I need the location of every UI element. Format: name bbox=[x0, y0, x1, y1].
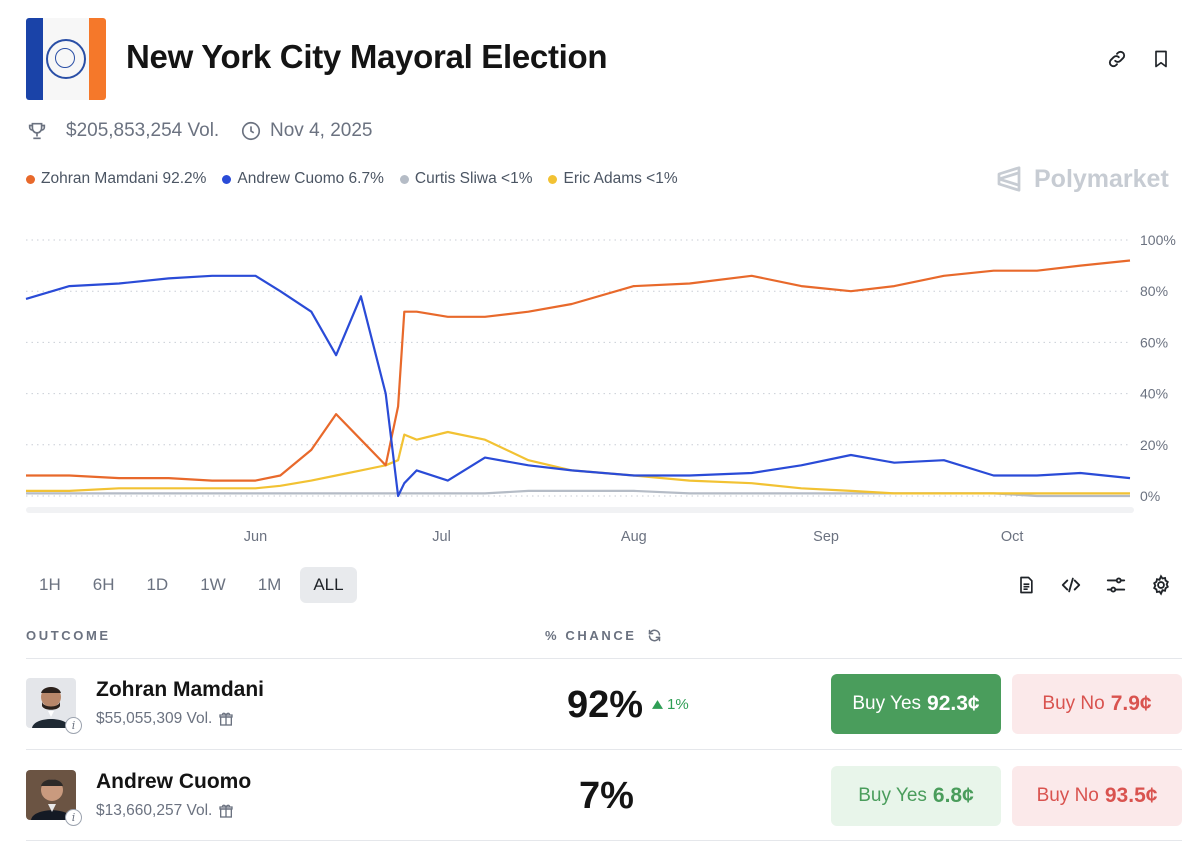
brand-name: Polymarket bbox=[1034, 164, 1169, 193]
legend-dot bbox=[26, 174, 35, 184]
candidate-volume-text: $55,055,309 Vol. bbox=[96, 710, 213, 727]
candidate-photo bbox=[26, 678, 76, 728]
candidate-name: Zohran Mamdani bbox=[96, 678, 265, 701]
table-divider bbox=[26, 840, 1182, 841]
legend-item: Zohran Mamdani 92.2% bbox=[26, 170, 206, 188]
y-tick-label: 0% bbox=[1140, 488, 1160, 504]
gift-icon[interactable] bbox=[218, 711, 234, 727]
triangle-up-icon bbox=[652, 700, 663, 709]
total-volume: $205,853,254 Vol. bbox=[66, 120, 220, 141]
info-icon[interactable]: i bbox=[65, 809, 82, 826]
code-icon bbox=[1061, 577, 1081, 593]
buy-no-label: Buy No bbox=[1042, 693, 1105, 714]
chance-column-header: % CHANCE bbox=[545, 628, 662, 643]
document-icon bbox=[1020, 576, 1033, 594]
x-tick-label: Oct bbox=[1001, 529, 1024, 545]
trophy-icon bbox=[28, 122, 46, 140]
table-divider bbox=[26, 749, 1182, 750]
embed-button[interactable] bbox=[1059, 573, 1083, 597]
legend-dot bbox=[399, 174, 409, 184]
price-history-chart: 100% 80% 60% 40% 20% 0% Jun Jul Aug Sep Oct bbox=[25, 232, 1176, 545]
chart-filter-button[interactable] bbox=[1104, 573, 1128, 597]
refresh-icon[interactable] bbox=[647, 628, 662, 643]
chance-value: 7% bbox=[579, 775, 634, 817]
buy-yes-price: 92.3¢ bbox=[927, 692, 980, 715]
y-tick-label: 100% bbox=[1140, 232, 1176, 248]
x-tick-label: Jun bbox=[244, 529, 267, 545]
y-tick-label: 80% bbox=[1140, 283, 1168, 299]
info-icon[interactable]: i bbox=[65, 717, 82, 734]
rules-button[interactable] bbox=[1014, 573, 1038, 597]
table-row[interactable]: i bbox=[26, 678, 82, 734]
buy-yes-label: Buy Yes bbox=[858, 785, 927, 806]
x-tick-label: Jul bbox=[432, 529, 451, 545]
buy-no-price: 93.5¢ bbox=[1104, 784, 1158, 807]
sliders-icon bbox=[1106, 577, 1126, 593]
bookmark-button[interactable] bbox=[1148, 46, 1174, 72]
candidate-volume: $55,055,309 Vol. bbox=[96, 710, 234, 728]
chance-delta-value: 1% bbox=[667, 696, 689, 713]
bookmark-icon bbox=[1155, 50, 1167, 68]
polymarket-logo-icon bbox=[997, 166, 1021, 192]
range-button-1w[interactable]: 1W bbox=[200, 575, 226, 594]
copy-link-button[interactable] bbox=[1104, 46, 1130, 72]
gear-icon bbox=[1153, 574, 1169, 596]
range-button-1h[interactable]: 1H bbox=[39, 575, 61, 594]
buy-no-label: Buy No bbox=[1036, 785, 1099, 806]
buy-yes-button[interactable]: Buy Yes 92.3¢ bbox=[831, 674, 1001, 734]
timeline-track[interactable] bbox=[26, 507, 1134, 513]
legend-label: Zohran Mamdani 92.2% bbox=[41, 170, 207, 187]
legend-item: Andrew Cuomo 6.7% bbox=[222, 170, 384, 188]
x-tick-label: Aug bbox=[621, 529, 647, 545]
buy-yes-price: 6.8¢ bbox=[932, 784, 974, 807]
chance-delta: 1% bbox=[652, 696, 689, 713]
range-button-all[interactable]: ALL bbox=[300, 567, 357, 603]
chart-legend: Zohran Mamdani 92.2% Andrew Cuomo 6.7% C… bbox=[26, 170, 678, 188]
table-row[interactable]: i bbox=[26, 770, 82, 826]
outcome-column-header: OUTCOME bbox=[26, 628, 111, 643]
series-line-zohran-mamdani bbox=[26, 259, 1131, 482]
avatar bbox=[26, 678, 76, 728]
end-date: Nov 4, 2025 bbox=[270, 120, 373, 141]
time-range-selector: 1H 6H 1D 1W 1M ALL bbox=[26, 567, 357, 603]
legend-item: Eric Adams <1% bbox=[548, 170, 678, 188]
legend-item: Curtis Sliwa <1% bbox=[399, 170, 533, 188]
clock-icon bbox=[241, 121, 261, 141]
legend-label: Andrew Cuomo 6.7% bbox=[237, 170, 384, 187]
range-button-6h[interactable]: 6H bbox=[92, 575, 115, 594]
buy-yes-label: Buy Yes bbox=[852, 693, 922, 714]
end-date-meta: Nov 4, 2025 bbox=[240, 120, 372, 142]
link-icon bbox=[1108, 50, 1126, 68]
candidate-volume-text: $13,660,257 Vol. bbox=[96, 802, 213, 819]
series-line-andrew-cuomo bbox=[25, 274, 1131, 498]
y-tick-label: 60% bbox=[1140, 334, 1168, 350]
table-divider bbox=[26, 658, 1182, 659]
range-button-1m[interactable]: 1M bbox=[257, 575, 282, 594]
gift-icon[interactable] bbox=[218, 803, 234, 819]
y-tick-label: 40% bbox=[1140, 386, 1168, 402]
legend-label: Eric Adams <1% bbox=[563, 170, 678, 187]
legend-dot bbox=[548, 174, 558, 184]
buy-no-price: 7.9¢ bbox=[1110, 692, 1152, 715]
series-line-eric-adams bbox=[26, 430, 1130, 495]
legend-label: Curtis Sliwa <1% bbox=[414, 170, 533, 187]
y-tick-label: 20% bbox=[1140, 437, 1168, 453]
chance-value: 92% bbox=[567, 684, 644, 726]
buy-no-button[interactable]: Buy No 93.5¢ bbox=[1012, 766, 1182, 826]
polymarket-watermark: Polymarket bbox=[994, 164, 1169, 194]
market-image-nyc-flag bbox=[26, 18, 106, 100]
seal-icon bbox=[46, 39, 86, 79]
chart-settings-button[interactable] bbox=[1149, 573, 1173, 597]
volume-meta: $205,853,254 Vol. bbox=[26, 120, 219, 142]
buy-yes-button[interactable]: Buy Yes 6.8¢ bbox=[831, 766, 1001, 826]
candidate-name: Andrew Cuomo bbox=[96, 770, 252, 793]
x-tick-label: Sep bbox=[813, 529, 839, 545]
chance-column-label: % CHANCE bbox=[545, 628, 637, 643]
candidate-volume: $13,660,257 Vol. bbox=[96, 802, 234, 820]
range-button-1d[interactable]: 1D bbox=[146, 575, 169, 594]
legend-dot bbox=[222, 174, 232, 184]
page-title: New York City Mayoral Election bbox=[126, 38, 608, 75]
buy-no-button[interactable]: Buy No 7.9¢ bbox=[1012, 674, 1182, 734]
